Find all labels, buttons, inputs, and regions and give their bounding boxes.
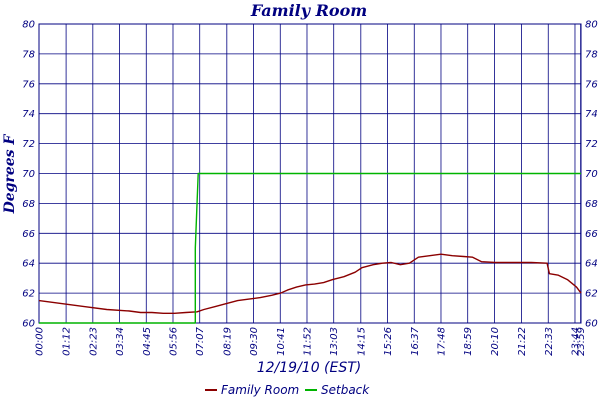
y-tick-label-left: 70 bbox=[22, 169, 35, 180]
x-tick-label: 04:45 bbox=[142, 327, 153, 356]
y-tick-label-left: 68 bbox=[22, 199, 35, 210]
y-axis-label: Degrees F bbox=[2, 134, 18, 215]
y-ticks-left: 60 62 64 66 68 70 72 74 76 78 80 bbox=[22, 20, 35, 330]
y-tick-label-left: 66 bbox=[22, 229, 35, 240]
y-tick-label-right: 74 bbox=[585, 109, 598, 120]
x-tick-label: 03:34 bbox=[115, 327, 126, 356]
x-tick-label: 17:48 bbox=[436, 327, 447, 356]
series-layer bbox=[38, 172, 582, 324]
y-tick-label-left: 76 bbox=[22, 79, 35, 90]
series-line-family-room bbox=[38, 253, 582, 314]
x-tick-label: 05:56 bbox=[168, 327, 179, 356]
y-tick-label-right: 68 bbox=[585, 199, 598, 210]
x-tick-label: 08:19 bbox=[222, 327, 233, 356]
legend-label-family-room: Family Room bbox=[221, 383, 299, 397]
x-tick-label: 02:23 bbox=[88, 327, 99, 356]
x-tick-label: 16:37 bbox=[410, 326, 421, 355]
y-tick-label-right: 76 bbox=[585, 79, 598, 90]
y-tick-label-left: 74 bbox=[22, 109, 35, 120]
x-axis-label: 12/19/10 (EST) bbox=[257, 360, 362, 376]
y-tick-label-left: 78 bbox=[22, 49, 35, 60]
legend-label-setback: Setback bbox=[321, 383, 370, 397]
x-tick-label: 18:59 bbox=[463, 327, 474, 356]
y-tick-label-right: 70 bbox=[585, 169, 598, 180]
y-tick-label-right: 62 bbox=[585, 289, 598, 300]
y-tick-label-right: 64 bbox=[585, 259, 598, 270]
x-tick-label: 00:00 bbox=[35, 327, 46, 356]
y-tick-label-right: 60 bbox=[585, 319, 598, 330]
y-tick-label-left: 62 bbox=[22, 289, 35, 300]
y-tick-label-right: 78 bbox=[585, 49, 598, 60]
x-tick-label: 13:03 bbox=[329, 327, 340, 356]
y-ticks-right: 60 62 64 66 68 70 72 74 76 78 80 bbox=[585, 20, 598, 330]
x-tick-label: 23:59 bbox=[576, 327, 587, 356]
x-tick-label: 09:30 bbox=[249, 327, 260, 356]
x-tick-label: 10:41 bbox=[276, 327, 287, 356]
x-tick-label: 23:44 bbox=[570, 327, 581, 356]
x-tick-label: 15:26 bbox=[383, 327, 394, 356]
y-tick-label-right: 80 bbox=[585, 20, 598, 31]
y-tick-label-right: 72 bbox=[585, 139, 598, 150]
y-tick-label-left: 64 bbox=[22, 259, 35, 270]
y-tick-label-left: 72 bbox=[22, 139, 35, 150]
x-tick-label: 22:33 bbox=[544, 327, 555, 356]
chart-title: Family Room bbox=[250, 1, 367, 20]
series-line-setback bbox=[39, 172, 581, 324]
y-tick-label-left: 80 bbox=[22, 20, 35, 31]
x-ticks: 00:00 01:12 02:23 03:34 04:45 05:56 07:07 08:19… bbox=[35, 326, 588, 355]
x-tick-label: 20:10 bbox=[490, 327, 501, 356]
x-tick-label: 14:15 bbox=[356, 327, 367, 356]
x-tick-label: 21:22 bbox=[517, 327, 528, 356]
x-tick-label: 01:12 bbox=[62, 327, 73, 356]
x-tick-label: 07:07 bbox=[195, 326, 206, 355]
y-tick-label-right: 66 bbox=[585, 229, 598, 240]
x-tick-label: 11:52 bbox=[302, 327, 313, 356]
legend: Family Room Setback bbox=[205, 383, 370, 397]
y-tick-label-left: 60 bbox=[22, 319, 35, 330]
